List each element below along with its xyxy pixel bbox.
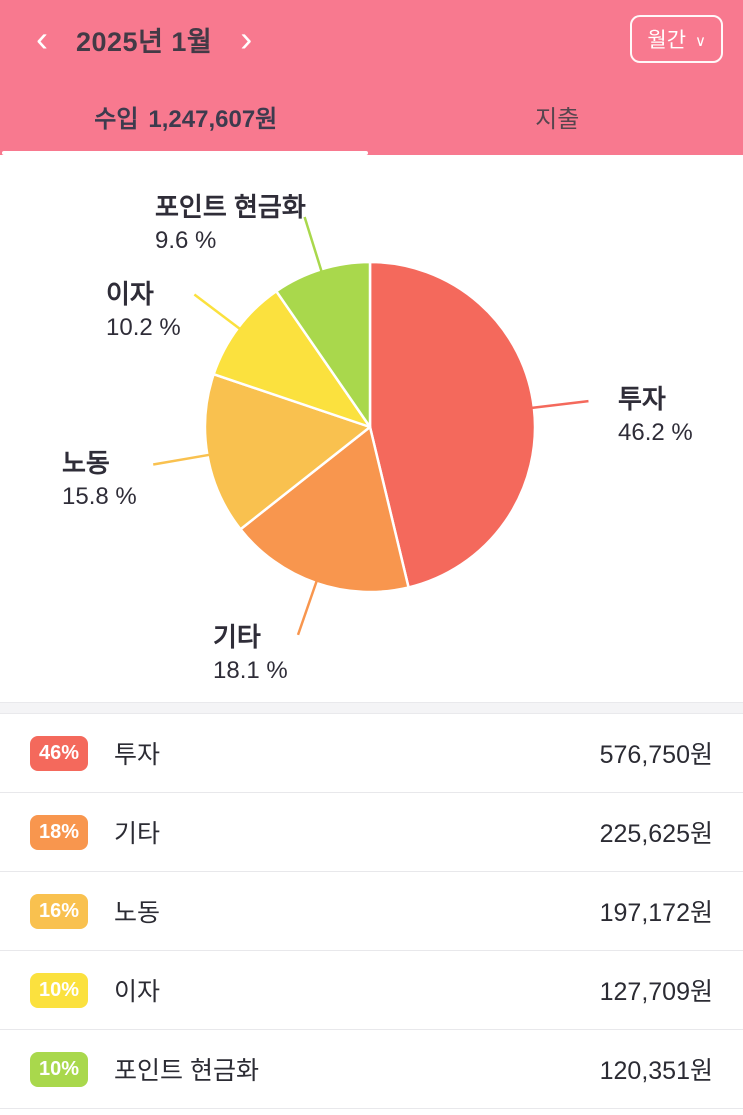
pie-label-포인트-현금화: 포인트 현금화 9.6 %: [155, 192, 306, 255]
category-name: 기타: [114, 820, 161, 848]
pie-leader-line-1: [296, 580, 318, 636]
month-navigator: ‹ 2025년 1월 › 월간 ∨: [0, 0, 743, 78]
pie-svg: [153, 216, 589, 636]
category-row-기타[interactable]: 18% 기타 225,625원: [0, 793, 743, 872]
tab-expense[interactable]: 지출: [535, 106, 580, 133]
category-row-투자[interactable]: 46% 투자 576,750원: [0, 714, 743, 793]
category-amount: 576,750원: [599, 741, 713, 769]
pie-label-percent: 18.1 %: [213, 656, 288, 684]
pie-leader-line-4: [303, 216, 323, 272]
income-expense-tabs: 수입 1,247,607원 지출: [0, 78, 743, 155]
category-name: 포인트 현금화: [114, 1057, 259, 1085]
percent-badge: 46%: [30, 735, 88, 771]
pie-label-투자: 투자 46.2 %: [618, 384, 693, 447]
percent-badge: 18%: [30, 814, 88, 850]
category-list: 46% 투자 576,750원 18% 기타 225,625원 16% 노동 1…: [0, 714, 743, 1109]
category-name: 투자: [114, 741, 161, 769]
percent-badge: 10%: [30, 1051, 88, 1087]
pie-label-name: 투자: [618, 384, 666, 414]
pie-label-노동: 노동 15.8 %: [62, 448, 137, 511]
pie-label-percent: 46.2 %: [618, 418, 693, 446]
pie-label-percent: 9.6 %: [155, 226, 217, 254]
category-name: 이자: [114, 978, 161, 1006]
tab-income[interactable]: 수입 1,247,607원: [0, 78, 372, 155]
pie-label-name: 기타: [213, 622, 261, 652]
category-amount: 120,351원: [599, 1057, 713, 1085]
pie-leader-line-0: [531, 399, 589, 410]
category-name: 노동: [114, 899, 161, 927]
app-header: ‹ 2025년 1월 › 월간 ∨ 수입 1,247,607원 지출: [0, 0, 743, 155]
chevron-down-icon: ∨: [695, 32, 706, 50]
category-amount: 127,709원: [599, 978, 713, 1006]
section-divider: [0, 702, 743, 714]
category-row-이자[interactable]: 10% 이자 127,709원: [0, 951, 743, 1030]
prev-month-button[interactable]: ‹: [20, 21, 64, 57]
category-amount: 197,172원: [599, 899, 713, 927]
income-pie-chart: 투자 46.2 % 기타 18.1 % 노동 15.8 % 이자 10.2 % …: [0, 155, 743, 702]
pie-label-percent: 15.8 %: [62, 482, 137, 510]
pie-label-name: 노동: [62, 448, 110, 478]
pie-label-percent: 10.2 %: [106, 313, 181, 341]
category-row-노동[interactable]: 16% 노동 197,172원: [0, 872, 743, 951]
pie-label-기타: 기타 18.1 %: [213, 622, 288, 685]
category-row-포인트-현금화[interactable]: 10% 포인트 현금화 120,351원: [0, 1030, 743, 1109]
period-label: 월간: [647, 29, 687, 52]
pie-label-name: 이자: [106, 279, 154, 309]
next-month-button[interactable]: ›: [224, 21, 268, 57]
percent-badge: 16%: [30, 893, 88, 929]
pie-leader-line-3: [193, 293, 241, 330]
page-title: 2025년 1월: [76, 26, 213, 57]
pie-label-이자: 이자 10.2 %: [106, 279, 181, 342]
tab-income-amount: 1,247,607원: [148, 106, 278, 133]
tab-income-label: 수입: [94, 106, 139, 133]
pie-leader-line-2: [153, 453, 210, 466]
period-select-button[interactable]: 월간 ∨: [630, 15, 723, 63]
pie-label-name: 포인트 현금화: [155, 192, 306, 222]
category-amount: 225,625원: [599, 820, 713, 848]
percent-badge: 10%: [30, 972, 88, 1008]
